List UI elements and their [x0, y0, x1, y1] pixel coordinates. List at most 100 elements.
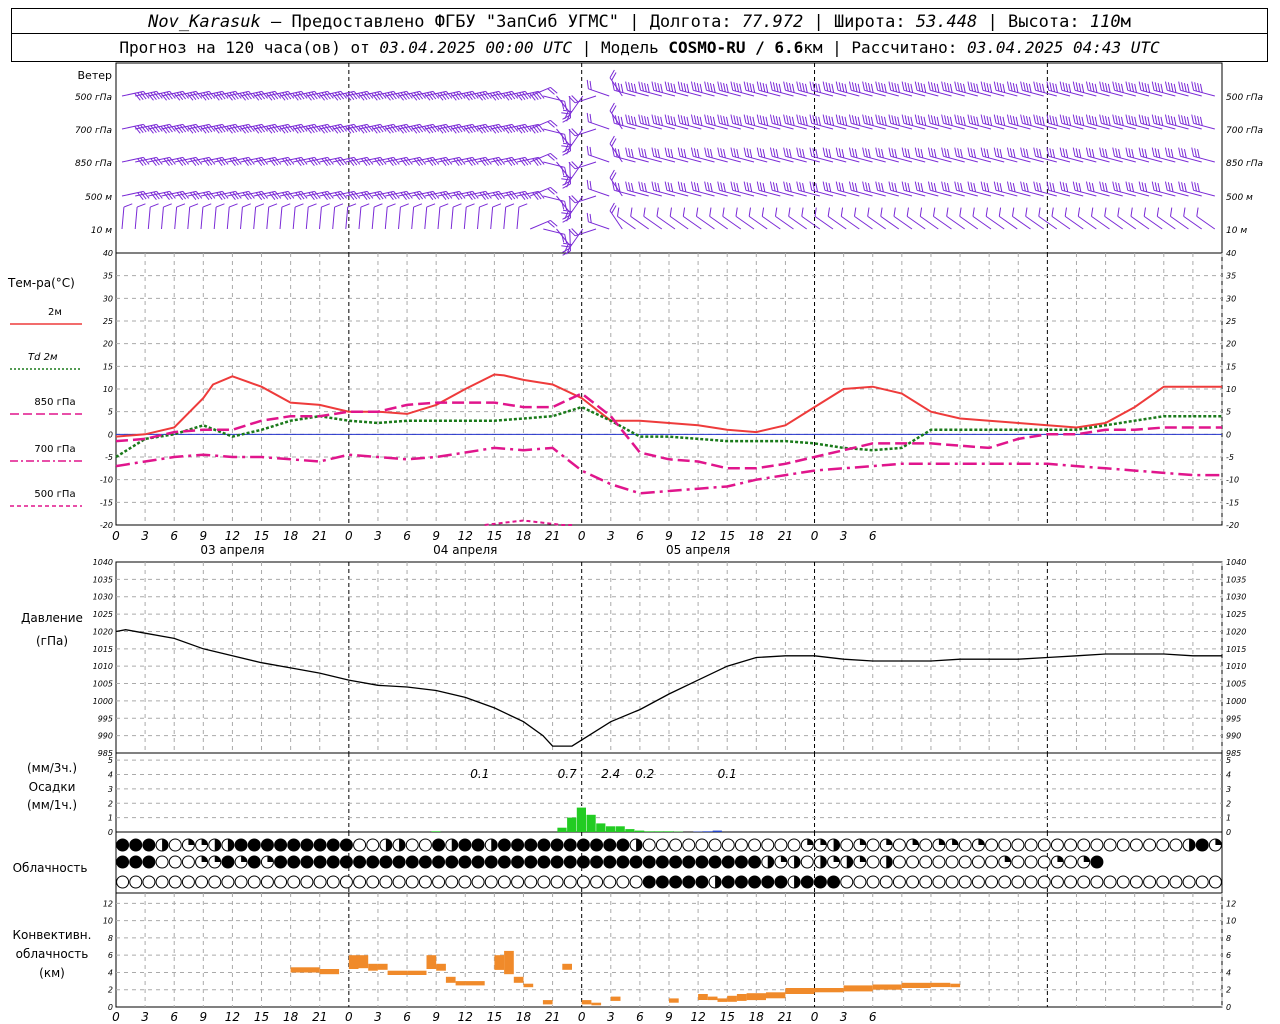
cloud-symbol-upper: [629, 838, 643, 852]
cloud-clear: [234, 875, 248, 889]
wind-barb-staff: [147, 207, 151, 230]
wind-barb-feather: [426, 92, 434, 100]
wind-barb-staff: [1074, 89, 1097, 97]
cloud-symbol-lower: [274, 875, 288, 889]
wind-barb-feather: [1138, 81, 1142, 91]
wind-barb-feather: [1062, 182, 1066, 192]
wind-barb-staff: [1114, 155, 1136, 163]
wind-barb-feather: [972, 207, 975, 217]
wind-barb-feather: [609, 69, 615, 79]
wind-barb-feather: [586, 179, 589, 189]
wind-barb: [451, 156, 479, 166]
cloud-symbol-upper: [405, 838, 419, 852]
cloud-symbol-middle: [774, 855, 788, 869]
wind-barb-feather: [459, 157, 466, 165]
wind-barb-feather: [686, 83, 690, 93]
wind-barb-feather: [651, 81, 655, 91]
wind-barb: [677, 147, 702, 163]
cloud-symbol-upper: [392, 838, 406, 852]
cloud-clear: [432, 875, 446, 889]
wind-barb: [424, 190, 453, 200]
cloud-symbol-lower: [484, 875, 498, 889]
wind-barb-feather: [644, 82, 647, 92]
wind-barb-feather: [1104, 82, 1108, 92]
wind-barb-feather: [1099, 81, 1102, 91]
wind-barb-staff: [574, 95, 597, 104]
wind-barb-staff: [279, 123, 302, 130]
precip-tick-label-right: 4: [1226, 771, 1231, 780]
wind-barb-feather: [495, 124, 503, 133]
wind-barb-feather: [235, 191, 242, 199]
wind-barb: [561, 195, 584, 215]
cloud-overcast: [326, 838, 340, 852]
wind-barb: [148, 156, 176, 166]
wind-barb-feather: [664, 147, 668, 157]
cloud-symbol-middle: [695, 855, 709, 869]
wind-barb: [345, 190, 374, 200]
convective-bar: [513, 976, 524, 983]
wind-barb-feather: [894, 82, 898, 92]
wind-barb-feather: [387, 125, 394, 133]
cloud-clear: [576, 875, 590, 889]
precip-tick-label-right: 1: [1226, 814, 1231, 823]
wind-barb: [503, 156, 532, 166]
wind-barb-feather: [954, 181, 958, 191]
temperature-legend-label: Td 2м: [28, 352, 58, 363]
wind-barb-feather: [999, 148, 1003, 158]
wind-barb: [187, 190, 216, 200]
wind-barb-feather: [292, 125, 299, 134]
wind-barb-feather: [683, 148, 687, 158]
wind-barb-staff: [653, 189, 676, 197]
wind-barb-feather: [620, 116, 624, 126]
wind-barb: [253, 203, 265, 230]
wind-barb-feather: [1020, 81, 1023, 91]
convective-tick-label-left: 0: [108, 1003, 113, 1012]
wind-barb-feather: [440, 125, 447, 133]
wind-barb-feather: [1138, 181, 1142, 191]
wind-barb-feather: [160, 92, 167, 101]
wind-barb: [332, 90, 361, 101]
wind-barb-feather: [1025, 82, 1029, 92]
cloud-clear: [1064, 855, 1078, 869]
wind-barb-feather: [717, 81, 721, 91]
cloud-symbol-upper: [313, 838, 327, 852]
wind-barb-staff: [679, 155, 702, 163]
wind-barb-feather: [986, 82, 990, 92]
wind-barb-feather: [736, 148, 740, 158]
cloud-symbol-upper: [129, 838, 143, 852]
wind-barb-feather: [946, 207, 949, 217]
wind-barb-feather: [775, 82, 779, 92]
wind-barb-feather: [153, 91, 160, 100]
wind-barb: [1178, 114, 1202, 130]
wind-barb-feather: [641, 115, 644, 125]
wind-barb-staff: [1170, 215, 1189, 230]
convective-tick-label-left: 2: [108, 986, 113, 995]
cloud-clear: [313, 875, 327, 889]
cloud-symbol-lower: [906, 875, 920, 889]
cloud-symbol-lower: [708, 875, 722, 889]
wind-barb-feather: [932, 207, 936, 217]
wind-barb-feather: [324, 124, 331, 133]
wind-barb-feather: [1115, 82, 1118, 92]
wind-barb-staff: [1140, 122, 1163, 130]
wind-barb-feather: [255, 192, 263, 200]
wind-barb: [783, 81, 807, 97]
wind-barb-staff: [214, 123, 236, 130]
wind-barb-feather: [208, 124, 216, 132]
wind-barb: [1099, 114, 1123, 130]
wind-barb-feather: [1181, 148, 1184, 158]
wind-barb: [888, 81, 913, 97]
wind-barb-feather: [633, 83, 637, 93]
wind-barb-feather: [268, 158, 276, 166]
wind-barb-feather: [611, 205, 617, 214]
wind-barb-staff: [1104, 215, 1123, 230]
wind-barb-feather: [1178, 181, 1181, 191]
cloud-symbol-lower: [603, 875, 617, 889]
wind-barb: [1178, 81, 1202, 97]
wind-barb-staff: [490, 123, 513, 130]
wind-barb-staff: [1153, 189, 1176, 197]
wind-barb-feather: [384, 125, 391, 134]
wind-barb-feather: [1072, 181, 1076, 191]
wind-barb-feather: [252, 125, 260, 134]
wind-barb-feather: [914, 114, 918, 124]
